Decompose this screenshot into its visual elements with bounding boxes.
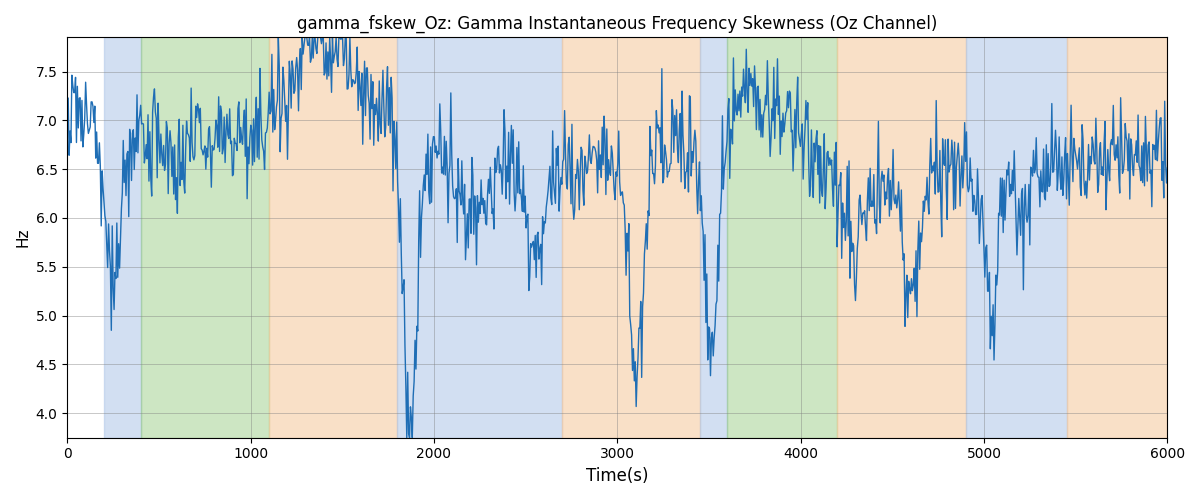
Title: gamma_fskew_Oz: Gamma Instantaneous Frequency Skewness (Oz Channel): gamma_fskew_Oz: Gamma Instantaneous Freq… — [298, 15, 937, 34]
Bar — [700, 38, 727, 438]
Bar — [140, 38, 269, 438]
Bar — [269, 38, 397, 438]
Bar — [104, 38, 140, 438]
Bar — [838, 38, 966, 438]
Bar — [397, 38, 563, 438]
Bar — [1067, 38, 1168, 438]
Y-axis label: Hz: Hz — [16, 228, 30, 248]
Bar — [563, 38, 700, 438]
Bar — [727, 38, 838, 438]
Bar — [966, 38, 1067, 438]
X-axis label: Time(s): Time(s) — [586, 467, 649, 485]
